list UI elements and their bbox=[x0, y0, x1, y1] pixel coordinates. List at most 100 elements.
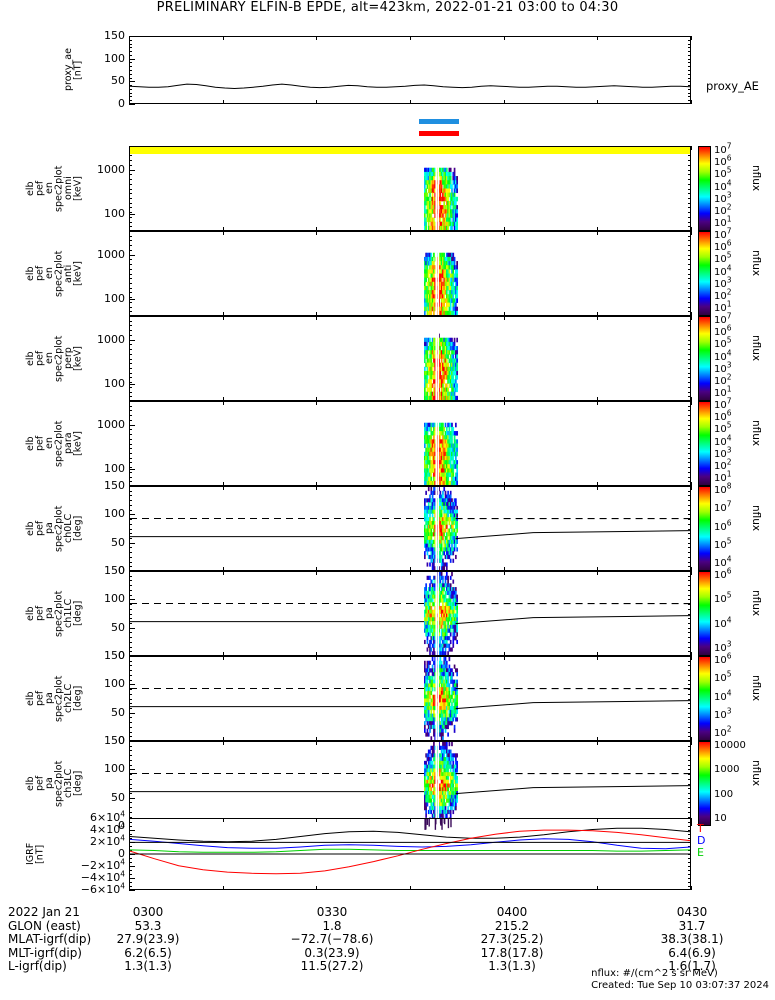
minor-tick bbox=[129, 797, 132, 799]
science-zone-band bbox=[130, 147, 690, 154]
xtick-mark bbox=[503, 486, 505, 490]
minor-tick bbox=[688, 43, 691, 45]
minor-tick bbox=[688, 311, 691, 313]
xtick-mark bbox=[129, 652, 130, 656]
minor-tick bbox=[129, 769, 132, 771]
minor-tick bbox=[129, 278, 132, 280]
ytick-mark bbox=[129, 830, 135, 831]
minor-tick bbox=[688, 533, 691, 535]
minor-tick bbox=[688, 575, 691, 577]
xtick-mark bbox=[597, 316, 599, 320]
minor-tick bbox=[688, 339, 691, 341]
minor-tick bbox=[688, 249, 691, 251]
cbtick-en-anti-4: 103 bbox=[714, 275, 732, 290]
minor-tick bbox=[129, 240, 132, 242]
minor-tick bbox=[129, 100, 132, 102]
xtick-mark bbox=[597, 312, 599, 316]
minor-tick bbox=[129, 367, 132, 369]
minor-tick bbox=[688, 774, 691, 776]
ytick-mark bbox=[129, 741, 135, 742]
plot-area-en-anti bbox=[424, 232, 458, 315]
minor-tick bbox=[129, 561, 132, 563]
minor-tick bbox=[129, 264, 132, 266]
colorbar-pa-ch0lc bbox=[698, 486, 711, 571]
cbtick-en-omni-4: 103 bbox=[714, 190, 732, 205]
minor-tick bbox=[129, 604, 132, 606]
igrf-legend-T: T bbox=[697, 822, 704, 835]
xtick-mark bbox=[129, 656, 130, 660]
minor-tick bbox=[688, 822, 691, 823]
minor-tick bbox=[129, 882, 132, 883]
xtick-mark bbox=[597, 652, 599, 656]
xtick-mark bbox=[222, 737, 224, 741]
minor-tick bbox=[688, 519, 691, 521]
cbtick-pa-ch3lc-3: 10 bbox=[714, 813, 727, 824]
xtick-mark bbox=[503, 886, 505, 890]
minor-tick bbox=[129, 750, 132, 752]
xtick-mark bbox=[129, 316, 130, 320]
minor-tick bbox=[688, 405, 691, 407]
minor-tick bbox=[129, 764, 132, 766]
xtick-mark bbox=[691, 737, 692, 741]
xtick-mark bbox=[503, 652, 505, 656]
minor-tick bbox=[129, 870, 132, 871]
xtick-mark bbox=[316, 486, 318, 490]
minor-tick bbox=[129, 759, 132, 761]
minor-tick bbox=[688, 580, 691, 582]
xtick-mark bbox=[316, 231, 318, 235]
minor-tick bbox=[688, 528, 691, 530]
xtick-mark bbox=[410, 571, 411, 575]
xtick-mark bbox=[597, 231, 599, 235]
footer-row-labels: 2022 Jan 21 GLON (east) MLAT-igrf(dip) M… bbox=[8, 905, 92, 973]
xtick-mark bbox=[691, 231, 692, 235]
xtick-mark bbox=[129, 227, 130, 231]
ylabel-proxy-ae: proxy_ae [nT] bbox=[63, 48, 84, 92]
minor-tick bbox=[688, 221, 691, 223]
minor-tick bbox=[688, 245, 691, 247]
cbtick-pa-ch1lc-2: 104 bbox=[714, 615, 732, 630]
colorbar-pa-ch1lc bbox=[698, 571, 711, 656]
minor-tick bbox=[129, 533, 132, 535]
minor-tick bbox=[688, 92, 691, 94]
minor-tick bbox=[688, 759, 691, 761]
xtick-mark bbox=[691, 741, 692, 745]
ytick-proxy-ae-2: 50 bbox=[111, 74, 125, 88]
minor-tick bbox=[688, 886, 691, 887]
ytick-mark bbox=[129, 571, 135, 572]
xtick-mark bbox=[129, 36, 130, 40]
minor-tick bbox=[688, 769, 691, 771]
minor-tick bbox=[688, 410, 691, 412]
xtick-mark bbox=[410, 567, 411, 571]
cbtick-en-anti-0: 107 bbox=[714, 226, 732, 241]
minor-tick bbox=[688, 622, 691, 624]
minor-tick bbox=[129, 358, 132, 360]
minor-tick bbox=[129, 637, 132, 639]
minor-tick bbox=[688, 495, 691, 497]
minor-tick bbox=[129, 334, 132, 336]
xtick-mark bbox=[316, 397, 318, 401]
xtick-mark bbox=[597, 36, 599, 40]
xtick-mark bbox=[691, 886, 692, 890]
xtick-mark bbox=[129, 737, 130, 741]
cbtick-en-perp-2: 105 bbox=[714, 336, 732, 351]
minor-tick bbox=[129, 207, 132, 209]
xtick-mark bbox=[316, 571, 318, 575]
minor-tick bbox=[688, 792, 691, 794]
minor-tick bbox=[688, 264, 691, 266]
minor-tick bbox=[129, 679, 132, 681]
minor-tick bbox=[688, 73, 691, 75]
xtick-mark bbox=[503, 482, 505, 486]
minor-tick bbox=[129, 745, 132, 747]
ytick-en-anti-0: 1000 bbox=[97, 247, 125, 261]
minor-tick bbox=[129, 339, 132, 341]
minor-tick bbox=[688, 745, 691, 747]
xtick-mark bbox=[503, 312, 505, 316]
cbtick-pa-ch0lc-4: 104 bbox=[714, 554, 732, 569]
minor-tick bbox=[129, 495, 132, 497]
cbtick-en-omni-2: 105 bbox=[714, 166, 732, 181]
ytick-mark bbox=[129, 104, 135, 105]
minor-tick bbox=[688, 613, 691, 615]
minor-tick bbox=[129, 500, 132, 502]
minor-tick bbox=[129, 826, 132, 827]
plot-area-pa-ch2lc bbox=[130, 657, 690, 740]
